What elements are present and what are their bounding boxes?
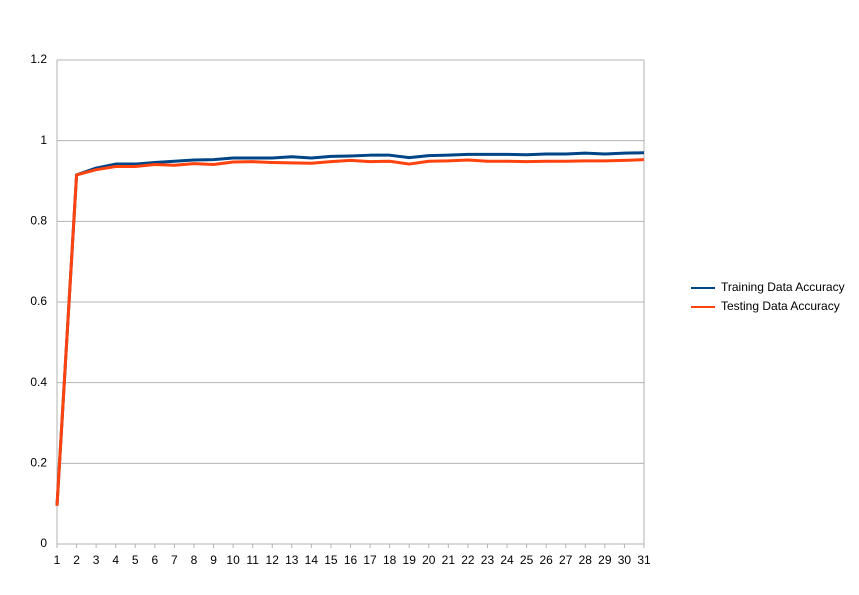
y-tick-label: 0 (40, 536, 47, 550)
x-tick-label: 14 (305, 553, 319, 567)
x-tick-label: 12 (266, 553, 280, 567)
x-tick-label: 2 (73, 553, 80, 567)
y-tick-label: 0.4 (30, 375, 47, 389)
x-tick-label: 15 (324, 553, 338, 567)
x-tick-label: 31 (637, 553, 651, 567)
x-tick-label: 16 (344, 553, 358, 567)
y-tick-label: 1 (40, 133, 47, 147)
series-line (55, 151, 645, 506)
x-tick-label: 21 (442, 553, 456, 567)
y-tick-label: 0.8 (30, 214, 47, 228)
x-tick-label: 18 (383, 553, 397, 567)
x-tick-label: 29 (598, 553, 612, 567)
x-tick-label: 4 (112, 553, 119, 567)
x-tick-label: 13 (285, 553, 299, 567)
x-tick-label: 20 (422, 553, 436, 567)
x-tick-label: 5 (132, 553, 139, 567)
x-tick-label: 17 (363, 553, 377, 567)
x-tick-label: 28 (579, 553, 593, 567)
legend-label: Testing Data Accuracy (721, 299, 840, 313)
series-line (55, 158, 645, 506)
legend-label: Training Data Accuracy (721, 280, 845, 294)
x-tick-label: 7 (171, 553, 178, 567)
x-tick-label: 23 (481, 553, 495, 567)
x-tick-label: 1 (54, 553, 61, 567)
x-tick-label: 11 (246, 553, 259, 567)
x-tick-label: 22 (461, 553, 475, 567)
x-tick-label: 24 (500, 553, 514, 567)
y-tick-label: 0.6 (30, 294, 47, 308)
x-tick-label: 26 (539, 553, 553, 567)
x-tick-label: 3 (93, 553, 100, 567)
x-tick-label: 25 (520, 553, 534, 567)
x-tick-label: 27 (559, 553, 573, 567)
y-tick-label: 1.2 (30, 52, 47, 66)
x-tick-label: 6 (151, 553, 158, 567)
x-tick-label: 8 (191, 553, 198, 567)
y-tick-label: 0.2 (30, 456, 47, 470)
x-tick-label: 30 (618, 553, 632, 567)
x-tick-label: 9 (210, 553, 217, 567)
x-tick-label: 19 (403, 553, 417, 567)
x-tick-label: 10 (226, 553, 240, 567)
